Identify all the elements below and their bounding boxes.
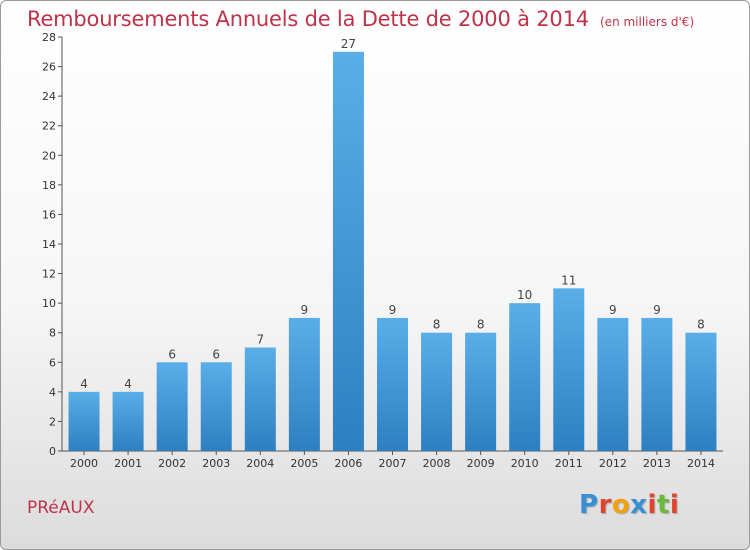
bar-value-label: 8 <box>433 318 441 332</box>
x-tick-label: 2001 <box>114 457 142 470</box>
bar <box>288 317 320 451</box>
y-tick-label: 26 <box>42 61 56 74</box>
x-tick-label: 2013 <box>643 457 671 470</box>
logo-letter: i <box>647 490 657 520</box>
y-tick-label: 16 <box>42 208 56 221</box>
bar <box>553 288 585 451</box>
x-tick-label: 2006 <box>334 457 362 470</box>
proxiti-logo: Proxiti <box>579 490 679 520</box>
logo-letter: t <box>656 490 670 520</box>
bar-value-label: 6 <box>168 347 176 361</box>
y-tick-label: 10 <box>42 297 56 310</box>
bar <box>465 332 497 451</box>
logo-letter: o <box>611 490 631 520</box>
bar-value-label: 9 <box>389 303 397 317</box>
x-tick-label: 2011 <box>555 457 583 470</box>
logo-letter: x <box>630 490 648 520</box>
x-tick-label: 2008 <box>423 457 451 470</box>
chart-title: Remboursements Annuels de la Dette de 20… <box>27 7 589 31</box>
bar-value-label: 8 <box>697 318 705 332</box>
x-tick-label: 2003 <box>202 457 230 470</box>
bar-value-label: 10 <box>517 288 532 302</box>
bar-value-label: 9 <box>301 303 309 317</box>
chart-title-block: Remboursements Annuels de la Dette de 20… <box>27 7 694 31</box>
bar <box>509 303 541 451</box>
y-tick-label: 0 <box>49 445 56 458</box>
y-tick-label: 4 <box>49 386 56 399</box>
bar-value-label: 9 <box>609 303 617 317</box>
logo-letter: P <box>579 490 599 520</box>
bar <box>597 317 629 451</box>
x-tick-label: 2010 <box>511 457 539 470</box>
bar-value-label: 7 <box>256 333 264 347</box>
bar <box>377 317 408 451</box>
bar <box>68 391 100 451</box>
y-tick-label: 22 <box>42 120 56 133</box>
y-tick-label: 6 <box>49 356 56 369</box>
y-tick-label: 12 <box>42 268 56 281</box>
logo-letter: r <box>598 490 612 520</box>
bar <box>421 332 453 451</box>
y-tick-label: 14 <box>42 238 56 251</box>
bar <box>244 347 276 451</box>
y-tick-label: 24 <box>42 90 56 103</box>
x-tick-label: 2007 <box>379 457 407 470</box>
y-tick-label: 2 <box>49 415 56 428</box>
chart-unit: (en milliers d'€) <box>600 15 695 29</box>
x-tick-label: 2004 <box>246 457 274 470</box>
bar <box>156 362 188 451</box>
logo-letter: i <box>669 490 680 520</box>
bar-value-label: 6 <box>212 347 220 361</box>
bar <box>200 362 232 451</box>
bar-value-label: 9 <box>653 303 661 317</box>
bar <box>685 332 717 451</box>
bar-value-label: 11 <box>561 273 576 287</box>
y-tick-label: 20 <box>42 149 56 162</box>
bar-value-label: 8 <box>477 318 485 332</box>
x-tick-label: 2009 <box>467 457 495 470</box>
x-tick-label: 2014 <box>687 457 715 470</box>
y-tick-label: 8 <box>49 327 56 340</box>
bar-value-label: 4 <box>80 377 88 391</box>
bar <box>112 391 144 451</box>
x-tick-label: 2005 <box>290 457 318 470</box>
commune-name: PRéAUX <box>27 498 95 518</box>
y-tick-label: 28 <box>42 31 56 44</box>
x-tick-label: 2012 <box>599 457 627 470</box>
x-tick-label: 2000 <box>70 457 98 470</box>
bar-value-label: 4 <box>124 377 132 391</box>
bar-value-label: 27 <box>341 37 356 51</box>
bar <box>332 51 364 452</box>
y-tick-label: 18 <box>42 179 56 192</box>
bar <box>641 317 673 451</box>
x-tick-label: 2002 <box>158 457 186 470</box>
